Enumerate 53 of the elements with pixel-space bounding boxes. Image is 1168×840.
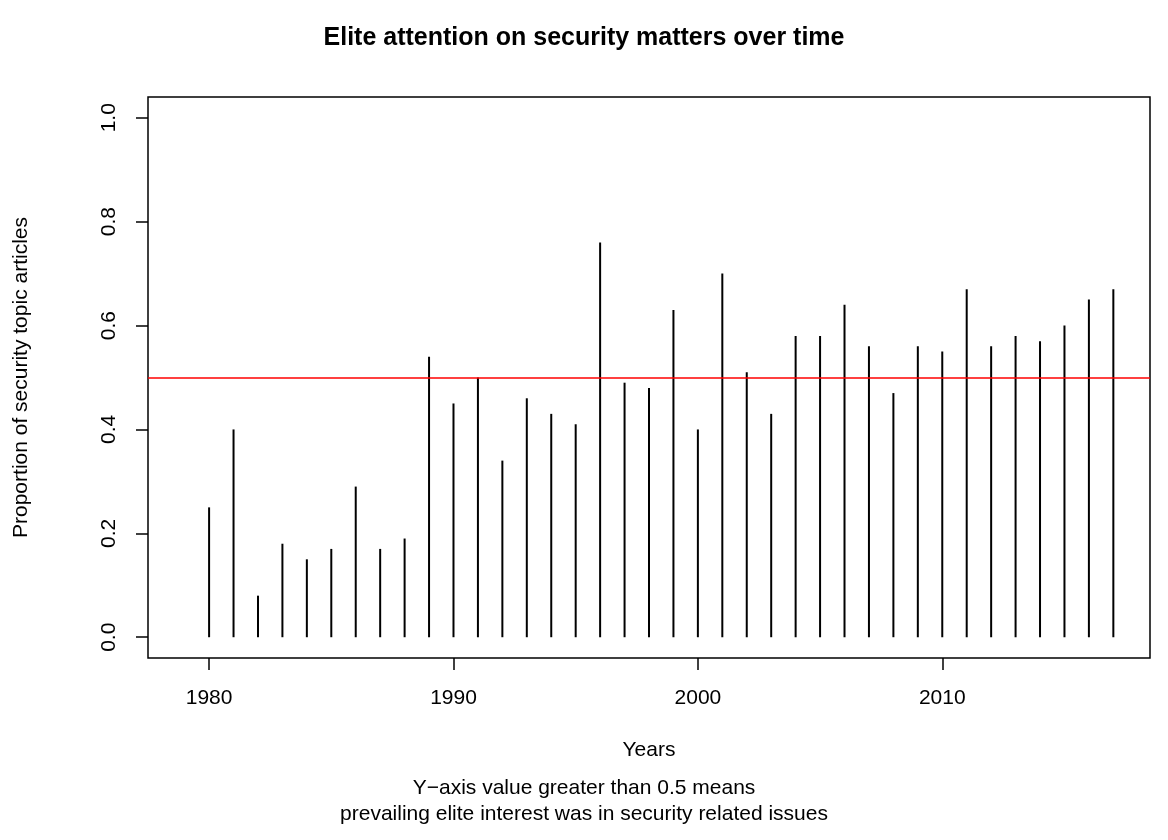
bar (1112, 289, 1115, 638)
bar (1014, 335, 1017, 638)
bar (648, 387, 650, 638)
y-tick-label: 0.6 (96, 310, 119, 341)
bar (843, 304, 846, 638)
bar (525, 398, 528, 638)
bar (1063, 325, 1066, 638)
bar (965, 289, 968, 638)
bar (501, 460, 504, 638)
y-tick-label: 0.4 (96, 414, 119, 445)
x-tick-label: 1990 (430, 685, 477, 708)
bar (1087, 299, 1090, 638)
bar (770, 413, 773, 638)
bar (452, 403, 455, 638)
bar (941, 351, 944, 638)
bar (232, 429, 235, 638)
bar (428, 356, 431, 638)
bar (794, 335, 797, 638)
bar (916, 346, 919, 638)
bar (403, 538, 406, 638)
bar (330, 548, 333, 638)
y-tick-label: 0.8 (96, 207, 119, 237)
bar (305, 559, 308, 638)
x-tick-label: 2000 (674, 685, 722, 708)
bar (379, 548, 382, 638)
y-tick-label: 0.0 (96, 622, 119, 652)
bar (892, 393, 895, 638)
bar (990, 346, 993, 638)
bar (574, 424, 577, 638)
text: prevailing elite interest was in security related issues (340, 801, 828, 824)
bar (281, 543, 284, 638)
bar (745, 372, 748, 638)
text: Y−axis value greater than 0.5 means (412, 775, 756, 798)
bar (354, 486, 357, 638)
bar (599, 242, 602, 638)
x-tick-label: 1980 (185, 685, 233, 708)
bar (208, 507, 211, 638)
bar (819, 335, 822, 638)
bar (476, 377, 479, 638)
y-tick-label: 1.0 (96, 103, 119, 133)
bar (256, 595, 259, 638)
bar (867, 346, 870, 638)
x-axis-title: Years (622, 737, 676, 760)
bar (721, 273, 724, 638)
bar (672, 309, 675, 638)
bar (1039, 341, 1042, 638)
chart-title: Elite attention on security matters over time (323, 21, 845, 50)
bar (623, 382, 626, 638)
x-tick-label: 2010 (918, 685, 966, 708)
y-tick-label: 0.2 (96, 518, 119, 548)
y-axis-title: Proportion of security topic articles (8, 217, 31, 538)
bar (696, 429, 699, 638)
bar (550, 413, 553, 638)
